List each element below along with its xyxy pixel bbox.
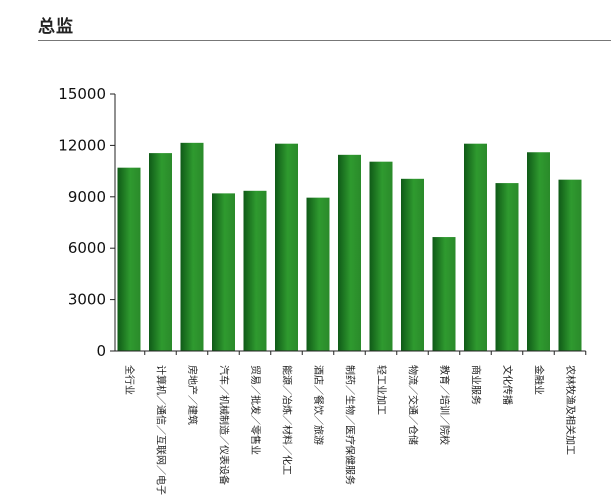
bar [212,193,235,351]
bars [117,142,582,351]
y-axis: 0 3000 6000 9000 12000 15000 [58,85,116,360]
y-tick-label: 15000 [58,85,106,103]
bar [338,154,361,351]
x-tick-label: 汽车／机械制造／仪表设备 [218,365,231,485]
y-tick-label: 12000 [58,136,106,154]
page-title: 总监 [38,17,74,37]
x-tick-label: 金融业 [533,365,546,395]
y-tick-label: 6000 [68,239,106,257]
bar [369,161,393,351]
x-tick-label: 酒店／餐饮／旅游 [312,365,325,445]
bar [464,143,487,351]
bar [243,190,267,351]
x-tick-label: 房地产／建筑 [186,365,199,425]
y-tick-label: 9000 [68,188,106,206]
bar [432,237,456,351]
bar [558,179,582,351]
x-tick-label: 教育／培训／院校 [438,365,451,445]
title-divider [38,40,611,41]
bar [527,152,550,351]
x-tick-label: 商业服务 [470,365,483,405]
bar [149,153,172,351]
x-tick-label: 文化传播 [501,365,514,405]
x-tick-label: 贸易／批发／零售业 [249,365,262,455]
x-axis: 全行业 计算机／通信／互联网／电子 房地产／建筑 汽车／机械制造／仪表设备 贸易／批发／… [115,350,587,495]
x-tick-label: 制药／生物／医疗保健服务 [344,365,357,485]
x-tick-label: 能源／冶炼／材料／化工 [281,365,294,475]
y-tick-label: 3000 [68,291,106,309]
bar [117,167,141,351]
x-tick-label: 全行业 [123,365,136,395]
bar [495,183,519,351]
x-tick-label: 农林牧渔及相关加工 [564,365,577,455]
x-tick-label: 轻工业加工 [375,365,388,415]
x-tick-label: 物流／交通／仓储 [407,365,420,445]
bar [180,142,204,351]
bar [401,178,424,351]
x-tick-label: 计算机／通信／互联网／电子 [155,365,168,495]
bar [275,143,298,351]
y-tick-label: 0 [96,342,106,360]
bar [306,197,330,351]
